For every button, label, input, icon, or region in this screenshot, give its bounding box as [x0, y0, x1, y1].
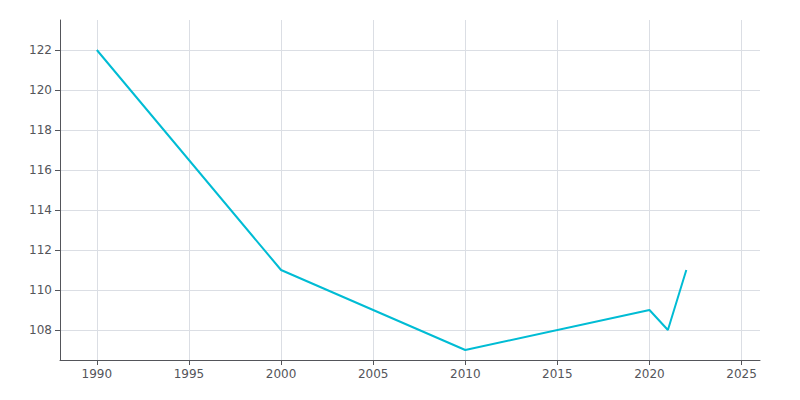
svg-text:1990: 1990 — [82, 367, 113, 381]
svg-text:122: 122 — [29, 43, 52, 57]
svg-text:108: 108 — [29, 323, 52, 337]
svg-text:2020: 2020 — [634, 367, 665, 381]
svg-text:112: 112 — [29, 243, 52, 257]
svg-text:2010: 2010 — [450, 367, 481, 381]
svg-text:118: 118 — [29, 123, 52, 137]
svg-text:114: 114 — [29, 203, 52, 217]
svg-text:1995: 1995 — [174, 367, 205, 381]
svg-text:2000: 2000 — [266, 367, 297, 381]
svg-text:110: 110 — [29, 283, 52, 297]
svg-text:2025: 2025 — [726, 367, 757, 381]
svg-text:116: 116 — [29, 163, 52, 177]
svg-text:2005: 2005 — [358, 367, 389, 381]
svg-text:120: 120 — [29, 83, 52, 97]
svg-text:2015: 2015 — [542, 367, 573, 381]
